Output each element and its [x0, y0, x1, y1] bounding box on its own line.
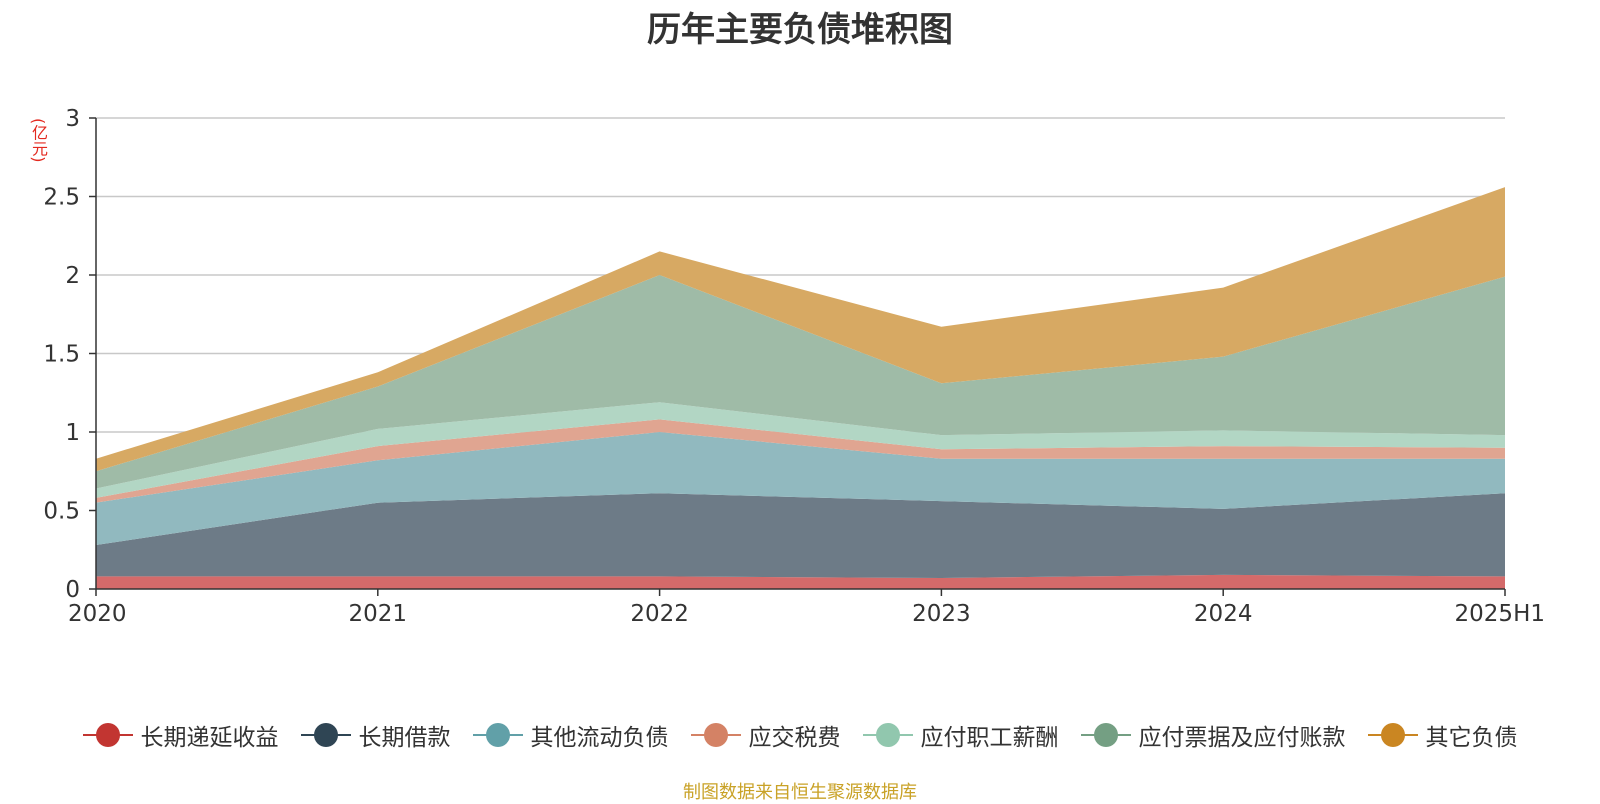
axes: 0 0.5 1 1.5 2 2.5 3 2020 2021 2022 2023 2024 2025H1 — [43, 106, 1545, 627]
legend-item[interactable]: 应交税费 — [690, 718, 841, 752]
area-series-5 — [96, 275, 1505, 489]
x-tick-label: 2025H1 — [1455, 601, 1545, 627]
x-tick-label: 2023 — [912, 601, 971, 627]
y-tick-label: 2 — [65, 263, 80, 289]
y-axis-unit: (亿元) — [29, 118, 48, 163]
area-series-0 — [96, 574, 1505, 589]
x-tick-label: 2020 — [68, 601, 127, 627]
legend-label: 其它负债 — [1425, 725, 1518, 751]
legend-item[interactable]: 长期借款 — [300, 718, 451, 752]
legend-label: 应付职工薪酬 — [920, 725, 1059, 751]
legend-marker-icon — [1367, 722, 1418, 748]
legend-item[interactable]: 应付职工薪酬 — [862, 718, 1059, 752]
x-tick-label: 2024 — [1194, 601, 1253, 627]
y-tick-label: 3 — [65, 106, 80, 132]
legend-label: 应交税费 — [748, 725, 841, 751]
legend-label: 其他流动负债 — [530, 725, 669, 751]
legend-label: 长期借款 — [358, 725, 451, 751]
y-tick-label: 0 — [65, 577, 80, 603]
legend-marker-icon — [862, 722, 913, 748]
area-series-4 — [96, 402, 1505, 498]
y-tick-label: 1.5 — [43, 342, 80, 368]
legend-marker-icon — [690, 722, 741, 748]
legend-marker-icon — [1080, 722, 1131, 748]
legend: 长期递延收益 长期借款 其他流动负债 应交税费 应付职工薪酬 应付票据及应付账款 其它负债 — [0, 718, 1600, 752]
legend-marker-icon — [300, 722, 351, 748]
y-tick-label: 1 — [65, 420, 80, 446]
y-tick-label: 2.5 — [43, 185, 80, 211]
stacked-areas — [96, 187, 1505, 589]
source-note: 制图数据来自恒生聚源数据库 — [683, 782, 917, 803]
area-series-1 — [96, 493, 1505, 578]
legend-item[interactable]: 应付票据及应付账款 — [1080, 718, 1346, 752]
area-series-2 — [96, 432, 1505, 545]
legend-marker-icon — [472, 722, 523, 748]
legend-label: 长期递延收益 — [140, 725, 279, 751]
x-tick-label: 2021 — [349, 601, 408, 627]
x-tick-label: 2022 — [630, 601, 689, 627]
chart-title: 历年主要负债堆积图 — [647, 10, 953, 50]
legend-marker-icon — [82, 722, 133, 748]
legend-item[interactable]: 长期递延收益 — [82, 718, 279, 752]
area-series-3 — [96, 419, 1505, 503]
legend-item[interactable]: 其它负债 — [1367, 718, 1518, 752]
y-tick-label: 0.5 — [43, 499, 80, 525]
legend-item[interactable]: 其他流动负债 — [472, 718, 669, 752]
area-series-6 — [96, 187, 1505, 472]
legend-label: 应付票据及应付账款 — [1138, 725, 1346, 751]
